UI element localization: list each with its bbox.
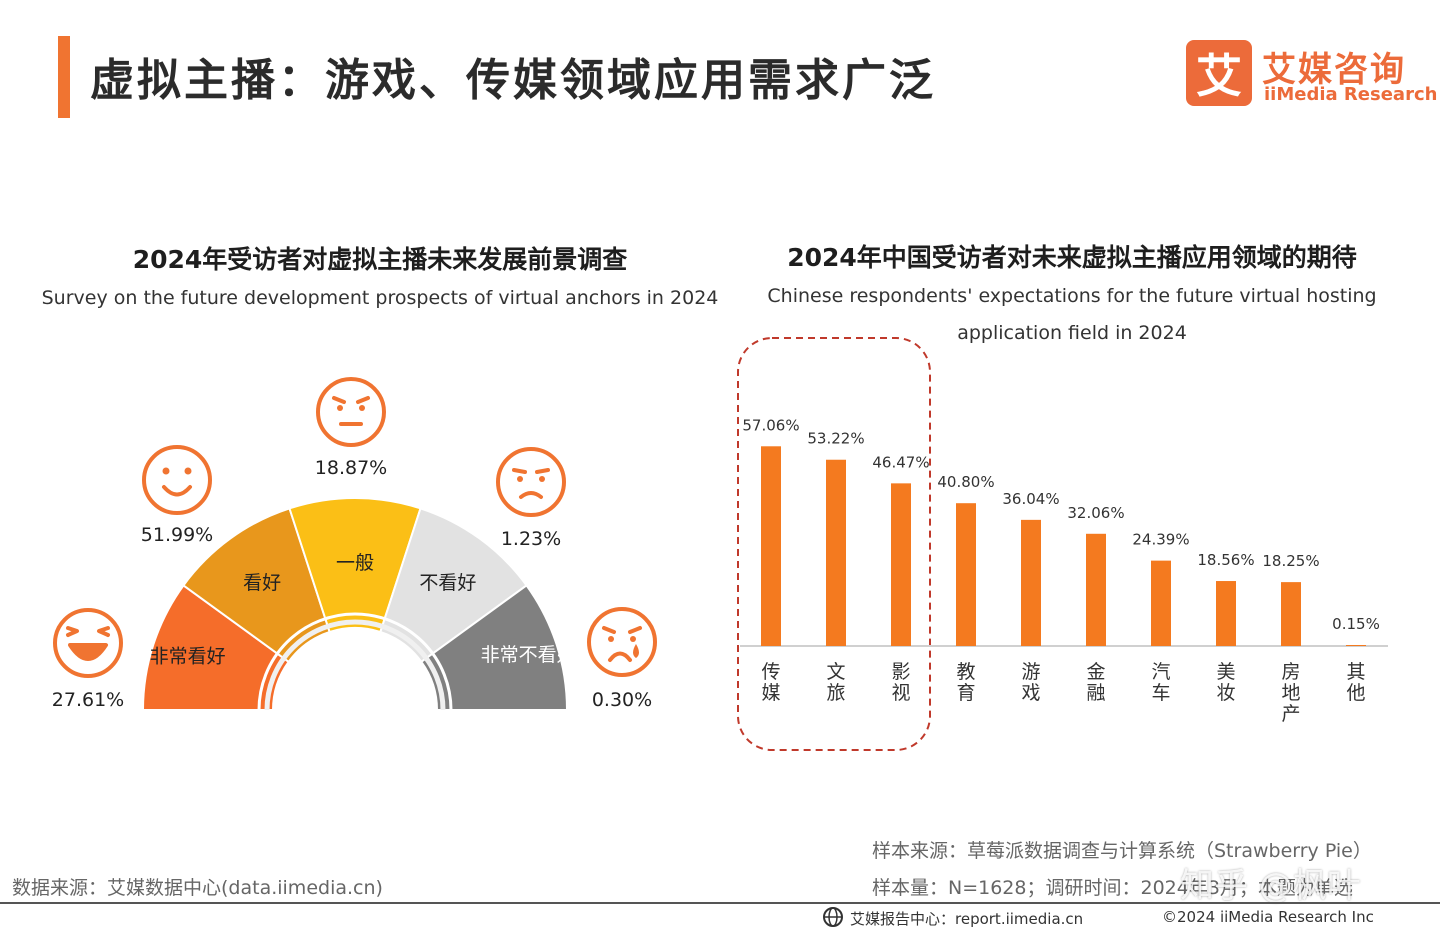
segment-label-1: 非常看好 [150,646,226,668]
bar-chart: 57.06% 传媒 53.22% 文旅 46.47% 影视 40.80% 教育 36.04% 游戏… [737,337,1388,751]
segment-label-4: 不看好 [419,572,476,594]
page-title: 虚拟主播：游戏、传媒领域应用需求广泛 [90,55,936,106]
bar-category-label-5: 游戏 [1021,661,1040,704]
bar-2 [826,459,846,646]
segment-label-5: 非常不看好 [481,644,576,666]
inner-ring-shadow [264,619,446,711]
crying-face-icon [587,607,657,677]
value-label-4: 1.23% [501,528,561,550]
bar-7 [1151,560,1171,646]
bar-8 [1216,581,1236,646]
laughing-face-icon [53,608,123,678]
bar-category-label-6: 金融 [1086,661,1105,704]
highlight-box [737,337,931,751]
sample-size-note: 样本量：N=1628；调研时间：2024年3月；本题为单选 [872,877,1353,899]
segment-label-3: 一般 [336,552,374,574]
iimedia-logo-mark: 艾 [1186,40,1252,106]
data-source-note: 数据来源：艾媒数据中心(data.iimedia.cn) [12,877,383,899]
bar-value-label-8: 18.56% [1197,551,1254,569]
left-chart-title: 2024年受访者对虚拟主播未来发展前景调查 [132,245,628,274]
bar-5 [1021,519,1041,646]
bar-category-label-10: 其他 [1346,661,1365,704]
smiling-face-icon [142,445,212,515]
left-chart-subtitle: Survey on the future development prospec… [41,287,719,309]
footer-divider [0,902,1440,904]
bar-1 [761,446,781,646]
bar-value-label-9: 18.25% [1262,552,1319,570]
bar-value-label-1: 57.06% [742,416,799,434]
zhihu-watermark: 知乎 @枫叶 [1180,866,1361,906]
footer-copyright: ©2024 iiMedia Research Inc [1162,908,1374,926]
bar-6 [1086,533,1106,646]
bar-category-label-2: 文旅 [826,661,845,704]
bar-10 [1346,645,1366,646]
bar-category-label-7: 汽车 [1151,661,1170,704]
bar-value-label-10: 0.15% [1332,615,1380,633]
bar-category-label-1: 传媒 [761,661,780,704]
footer-report-center[interactable]: 艾媒报告中心：report.iimedia.cn [850,910,1084,928]
frowning-face-icon [496,447,566,517]
logo-text-en: iiMedia Research [1264,84,1438,105]
bar-category-label-8: 美妆 [1216,661,1235,704]
bar-value-label-5: 36.04% [1002,490,1059,508]
bar-value-label-6: 32.06% [1067,504,1124,522]
bar-4 [956,503,976,646]
segment-label-2: 看好 [243,572,281,594]
bar-category-label-3: 影视 [891,661,910,704]
value-label-3: 18.87% [315,457,387,479]
donut-segment-5 [419,583,569,711]
title-accent-bar [58,36,70,118]
bar-3 [891,483,911,646]
bar-value-label-7: 24.39% [1132,531,1189,549]
value-label-2: 51.99% [141,524,213,546]
bar-value-label-2: 53.22% [807,430,864,448]
value-label-5: 0.30% [592,689,652,711]
inner-ring [257,612,453,711]
bar-value-label-4: 40.80% [937,473,994,491]
right-chart-title: 2024年中国受访者对未来虚拟主播应用领域的期待 [787,243,1357,272]
right-chart-subtitle: Chinese respondents' expectations for th… [767,285,1377,344]
bar-value-label-3: 46.47% [872,453,929,471]
logo-text-cn: 艾媒咨询 [1262,50,1406,90]
bar-category-label-4: 教育 [956,661,975,704]
neutral-face-icon [316,377,386,447]
bar-9 [1281,582,1301,646]
value-label-1: 27.61% [52,689,124,711]
globe-icon [822,906,844,928]
bar-category-label-9: 房地产 [1281,661,1300,725]
sample-source-note: 样本来源：草莓派数据调查与计算系统（Strawberry Pie） [872,840,1372,862]
